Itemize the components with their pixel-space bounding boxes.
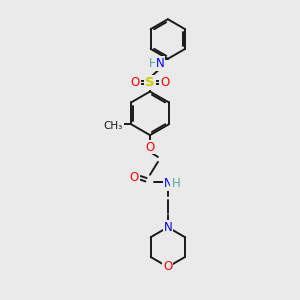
Text: N: N xyxy=(164,177,172,190)
Text: N: N xyxy=(164,221,172,234)
Text: O: O xyxy=(160,76,170,89)
Text: N: N xyxy=(164,221,172,234)
Text: O: O xyxy=(163,260,172,273)
Text: O: O xyxy=(130,76,140,89)
Text: H: H xyxy=(171,177,180,190)
Text: H: H xyxy=(148,57,157,70)
Text: CH₃: CH₃ xyxy=(104,121,123,131)
Text: O: O xyxy=(146,140,154,154)
Text: O: O xyxy=(130,171,139,184)
Text: N: N xyxy=(155,57,164,70)
Text: S: S xyxy=(145,76,155,89)
